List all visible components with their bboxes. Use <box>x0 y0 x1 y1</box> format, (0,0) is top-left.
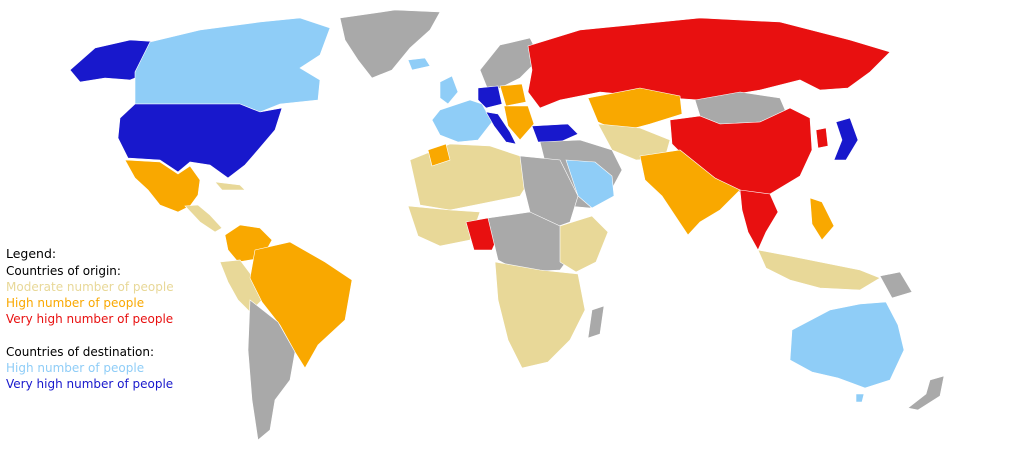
western-europe <box>431 99 493 143</box>
germany <box>477 85 503 109</box>
legend: Legend: Countries of origin: Moderate nu… <box>6 246 174 392</box>
cuba <box>214 181 246 191</box>
australia <box>789 301 905 389</box>
greenland <box>339 9 441 79</box>
destination-heading: Countries of destination: <box>6 345 155 359</box>
brazil <box>249 241 353 369</box>
origin-high: High number of people <box>6 296 145 310</box>
mexico <box>124 159 201 213</box>
origin-very-high: Very high number of people <box>6 312 174 326</box>
iceland <box>407 57 431 71</box>
tasmania <box>855 393 865 403</box>
origin-moderate: Moderate number of people <box>6 280 174 294</box>
destination-high: High number of people <box>6 361 145 375</box>
west-africa <box>407 205 481 247</box>
new-guinea <box>879 271 913 299</box>
north-africa <box>409 143 531 211</box>
central-america <box>184 204 223 233</box>
southeast-asia <box>739 189 779 251</box>
poland <box>499 83 527 107</box>
southern-africa <box>494 261 586 369</box>
destination-very-high: Very high number of people <box>6 377 174 391</box>
east-africa <box>559 215 609 273</box>
madagascar <box>587 305 605 339</box>
japan <box>833 117 859 161</box>
legend-title: Legend: <box>6 246 57 261</box>
balkans <box>503 105 535 141</box>
kazakhstan <box>587 87 683 133</box>
turkey <box>531 123 579 143</box>
morocco <box>427 143 451 167</box>
india <box>639 149 741 236</box>
origin-heading: Countries of origin: <box>6 264 121 278</box>
united-states <box>117 103 283 179</box>
new-zealand <box>907 375 945 411</box>
korea <box>815 127 829 149</box>
southern-cone <box>247 299 296 441</box>
italy <box>485 111 517 145</box>
russia <box>527 17 891 109</box>
philippines <box>809 197 835 241</box>
uk <box>439 75 459 105</box>
canada <box>134 17 331 113</box>
indonesia <box>757 249 881 291</box>
